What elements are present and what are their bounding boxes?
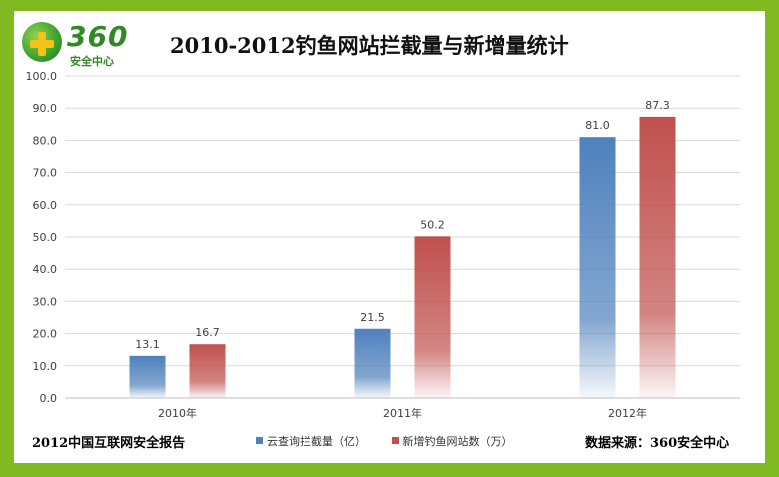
bar-series-1-1 [129,355,166,398]
brand-logo: 360 安全中心 [22,20,142,70]
bar-series-1-2 [354,328,391,398]
y-tick-label: 90.0 [33,102,58,115]
x-tick-label: 2010年 [158,406,197,420]
data-source: 数据来源：360安全中心 [585,436,730,451]
data-label: 87.3 [645,99,670,112]
y-tick-label: 100.0 [26,70,58,83]
y-tick-label: 0.0 [40,392,58,405]
x-tick-label: 2011年 [383,406,422,420]
legend-item-series-2: 新增钓鱼网站数（万） [391,433,513,449]
data-label: 13.1 [135,338,160,351]
y-tick-label: 60.0 [33,199,58,212]
legend-label-series-2: 新增钓鱼网站数（万） [402,435,513,448]
y-tick-label: 10.0 [33,360,58,373]
chart-title: 2010-2012钓鱼网站拦截量与新增量统计 [170,33,569,58]
x-tick-label: 2012年 [608,406,647,420]
legend-swatch-series-1 [256,437,263,444]
bar-series-2-3 [639,116,676,399]
logo-plus-icon [22,22,62,62]
logo-subtitle: 安全中心 [70,55,114,68]
legend-item-series-1: 云查询拦截量（亿） [256,433,366,449]
legend-label-series-1: 云查询拦截量（亿） [267,435,366,448]
logo-mark: 360 [67,20,129,53]
data-label: 21.5 [360,311,385,324]
data-label: 81.0 [585,119,610,132]
y-tick-label: 50.0 [33,231,58,244]
bar-series-1-3 [579,137,616,398]
y-tick-label: 20.0 [33,328,58,341]
legend-swatch-series-2 [391,437,399,444]
data-label: 50.2 [420,218,445,231]
data-label: 16.7 [195,326,220,339]
y-tick-label: 40.0 [33,263,58,276]
y-tick-label: 30.0 [33,295,58,308]
report-name: 2012中国互联网安全报告 [32,436,186,451]
bar-series-2-2 [414,236,451,398]
y-tick-label: 80.0 [33,134,58,147]
chart-legend: 云查询拦截量（亿） 新增钓鱼网站数（万） [256,433,535,449]
bar-series-2-1 [189,344,226,398]
y-tick-label: 70.0 [33,167,58,180]
